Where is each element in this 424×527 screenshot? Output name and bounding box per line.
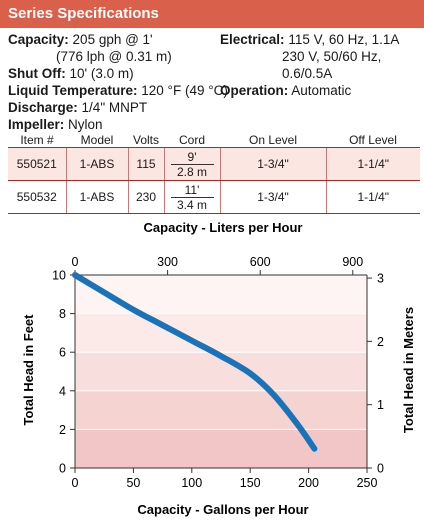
cell-volts: 230 (127, 180, 164, 214)
liquid-temperature-value: 120 °F (49 °C) (141, 83, 228, 98)
discharge-value: 1/4" MNPT (81, 100, 148, 115)
top-axis-title: Capacity - Liters per Hour (144, 220, 303, 235)
operation-value: Automatic (291, 83, 352, 98)
electrical-value-3: 0.6/0.5A (282, 66, 333, 81)
x-tick-label: 200 (298, 476, 319, 490)
y-tick-label: 10 (52, 269, 66, 283)
y-tick-label: 6 (59, 346, 66, 360)
x-tick-label: 0 (72, 476, 79, 490)
cell-model: 1-ABS (65, 180, 128, 214)
capacity-label: Capacity: (8, 32, 69, 47)
electrical-label: Electrical: (220, 32, 285, 47)
cord-meters: 3.4 m (176, 197, 207, 212)
impeller-label: Impeller: (8, 117, 65, 132)
liquid-temperature-label: Liquid Temperature: (8, 83, 138, 98)
x-tick-label: 250 (357, 476, 378, 490)
y-tick-label: 2 (59, 423, 66, 437)
right-tick-label: 2 (377, 335, 384, 349)
background-band (75, 429, 367, 468)
background-band (75, 275, 367, 314)
col-header-item: Item # (8, 133, 66, 148)
cell-off-level: 1-1/4" (325, 180, 420, 214)
series-specifications-header: Series Specifications (0, 0, 424, 28)
background-band (75, 390, 367, 430)
cord-meters: 2.8 m (176, 164, 207, 179)
y-axis-title: Total Head in Feet (21, 314, 36, 426)
cell-on-level: 1-3/4" (219, 180, 326, 214)
background-band (75, 313, 367, 353)
top-tick-label: 600 (250, 255, 271, 269)
y-tick-label: 0 (59, 462, 66, 476)
top-tick-label: 300 (157, 255, 178, 269)
series-line (72, 272, 318, 452)
models-table: Item # Model Volts Cord On Level Off Lev… (8, 133, 420, 214)
right-y-axis-title: Total Head in Meters (401, 307, 416, 433)
table-row: 550521 1-ABS 115 9' 2.8 m 1-3/4" 1-1/4" (8, 147, 420, 181)
specs-left-column: Capacity: 205 gph @ 1' (776 lph @ 0.31 m… (8, 31, 228, 133)
right-tick-label: 0 (377, 462, 384, 476)
x-tick-label: 50 (126, 476, 140, 490)
cell-item: 550532 (8, 180, 66, 214)
discharge-label: Discharge: (8, 100, 78, 115)
col-header-volts: Volts (128, 133, 164, 148)
cell-on-level: 1-3/4" (219, 147, 326, 181)
capacity-value: 205 gph @ 1' (72, 32, 153, 47)
col-header-cord: Cord (164, 133, 220, 148)
top-tick-label: 0 (72, 255, 79, 269)
table-header-row: Item # Model Volts Cord On Level Off Lev… (8, 133, 420, 148)
axes (70, 270, 372, 473)
cord-feet: 9' (170, 150, 214, 165)
table-row: 550532 1-ABS 230 11' 3.4 m 1-3/4" 1-1/4" (8, 180, 420, 214)
y-tick-label: 8 (59, 307, 66, 321)
operation-label: Operation: (220, 83, 289, 98)
electrical-value-2: 230 V, 50/60 Hz, (282, 49, 382, 64)
right-tick-label: 3 (377, 272, 384, 286)
x-tick-label: 150 (240, 476, 261, 490)
shutoff-value: 10' (3.0 m) (69, 66, 134, 81)
electrical-value: 115 V, 60 Hz, 1.1A (288, 32, 400, 47)
shutoff-label: Shut Off: (8, 66, 66, 81)
cell-cord: 9' 2.8 m (163, 147, 220, 181)
header-title: Series Specifications (8, 5, 159, 22)
cell-off-level: 1-1/4" (325, 147, 420, 181)
right-tick-label: 1 (377, 398, 384, 412)
x-axis-title: Capacity - Gallons per Hour (137, 502, 308, 517)
col-header-off-level: Off Level (326, 133, 420, 148)
x-tick-label: 100 (181, 476, 202, 490)
specs-right-column: Electrical: 115 V, 60 Hz, 1.1A 230 V, 50… (220, 31, 399, 99)
cell-model: 1-ABS (65, 147, 128, 181)
cell-volts: 115 (127, 147, 164, 181)
cord-feet: 11' (170, 183, 214, 198)
col-header-model: Model (66, 133, 128, 148)
capacity-value-metric: (776 lph @ 0.31 m) (56, 49, 172, 64)
cell-cord: 11' 3.4 m (163, 180, 220, 214)
top-tick-label: 900 (342, 255, 363, 269)
col-header-on-level: On Level (220, 133, 326, 148)
impeller-value: Nylon (68, 117, 103, 132)
cell-item: 550521 (8, 147, 66, 181)
y-tick-label: 4 (59, 384, 66, 398)
